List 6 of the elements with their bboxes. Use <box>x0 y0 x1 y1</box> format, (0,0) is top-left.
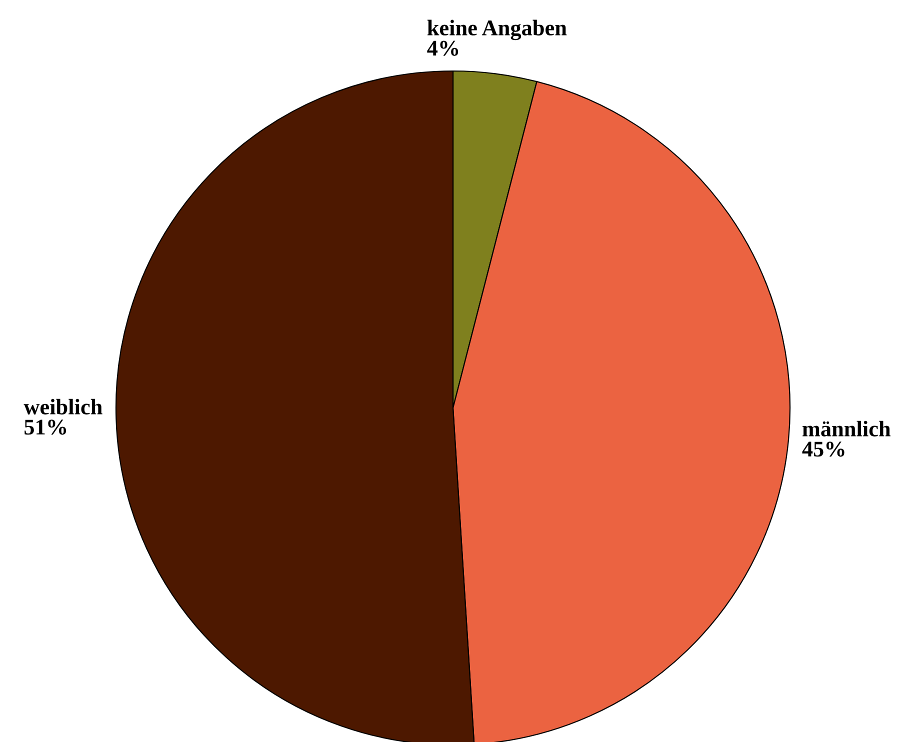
slice-label: männlich <box>802 420 890 436</box>
data-label: 51% <box>24 420 66 435</box>
slice-label: weiblich <box>24 398 102 414</box>
data-label: 4% <box>427 40 458 56</box>
slice-label: keine Angaben <box>427 20 567 40</box>
data-label: 45% <box>802 442 844 457</box>
